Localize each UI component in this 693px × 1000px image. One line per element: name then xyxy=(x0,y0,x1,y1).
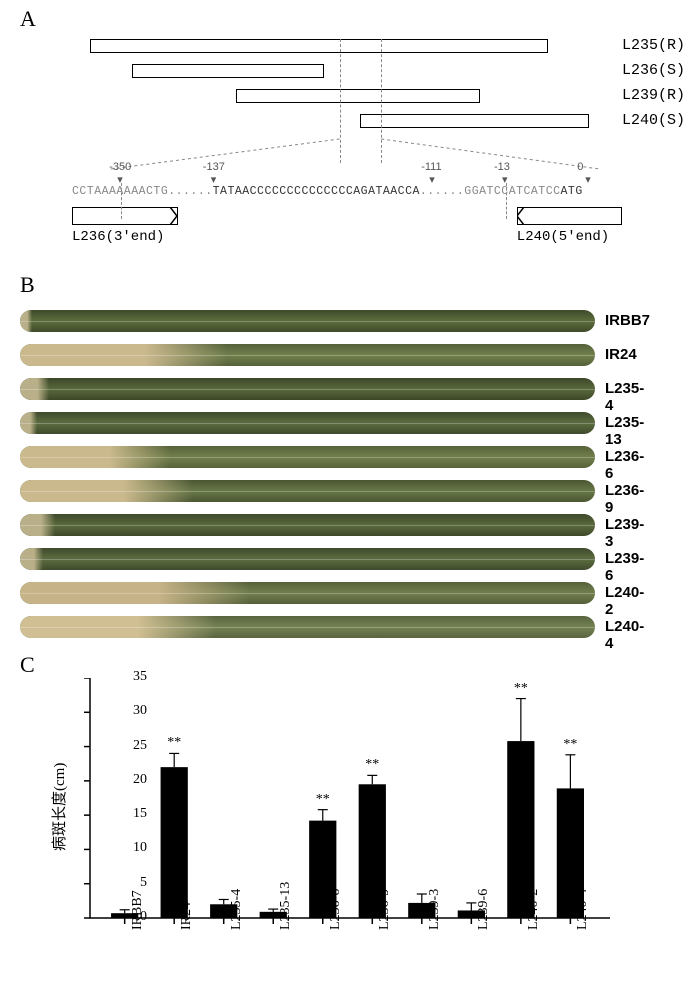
leaf-midrib xyxy=(20,525,595,526)
leaf-midrib xyxy=(20,491,595,492)
leaf-label: IRBB7 xyxy=(605,312,650,329)
leaf-row: IRBB7 xyxy=(20,306,595,340)
leaf-row: L235-13 xyxy=(20,408,595,442)
panel-c: 05101520253035病斑长度(cm)IRBB7IR24**L235-4L… xyxy=(20,660,673,990)
leaf-image xyxy=(20,582,595,604)
leaf-image xyxy=(20,548,595,570)
leaf-label: L240-2 xyxy=(605,584,644,618)
end-fragment-label: L240(5'end) xyxy=(517,229,609,245)
leaf-image xyxy=(20,480,595,502)
x-tick-label: IRBB7 xyxy=(130,890,146,930)
x-tick-label: L240-2 xyxy=(526,889,542,930)
x-tick-label: L236-9 xyxy=(377,889,393,930)
leaf-row: L239-6 xyxy=(20,544,595,578)
leaf-row: L236-6 xyxy=(20,442,595,476)
leaf-label: L235-13 xyxy=(605,414,644,448)
schematic-diagram: L235(R)L236(S)L239(R)L240(S)-350▾-137▾-1… xyxy=(90,35,610,135)
leaf-row: L240-2 xyxy=(20,578,595,612)
y-tick-label: 30 xyxy=(117,703,147,719)
leaf-label: L239-3 xyxy=(605,516,644,550)
dashed-guide xyxy=(121,183,122,219)
significance-marker: ** xyxy=(555,737,585,753)
leaf-image xyxy=(20,514,595,536)
leaf-label: L236-9 xyxy=(605,482,644,516)
x-tick-label: L239-6 xyxy=(476,889,492,930)
position-number: -111 xyxy=(421,161,441,173)
leaf-label: L240-4 xyxy=(605,618,644,652)
position-number: 0 xyxy=(577,161,583,173)
tick-mark-icon: ▾ xyxy=(585,173,591,186)
significance-marker: ** xyxy=(159,735,189,751)
leaf-row: IR24 xyxy=(20,340,595,374)
end-fragment-label: L236(3'end) xyxy=(72,229,164,245)
y-tick-label: 35 xyxy=(117,669,147,685)
leaf-image xyxy=(20,616,595,638)
leaf-label: IR24 xyxy=(605,346,637,363)
schematic-row-label: L239(R) xyxy=(622,87,685,104)
leaf-image xyxy=(20,310,595,332)
leaf-image xyxy=(20,378,595,400)
y-tick-label: 15 xyxy=(117,806,147,822)
bar xyxy=(161,767,188,918)
significance-marker: ** xyxy=(308,792,338,808)
x-tick-label: L239-3 xyxy=(427,889,443,930)
x-tick-label: L235-4 xyxy=(229,889,245,930)
end-fragment-box xyxy=(517,207,623,225)
end-fragment-box xyxy=(72,207,178,225)
leaf-midrib xyxy=(20,593,595,594)
significance-marker: ** xyxy=(357,757,387,773)
y-axis-title: 病斑长度(cm) xyxy=(48,762,69,850)
position-number: -13 xyxy=(494,161,510,173)
schematic-row-label: L236(S) xyxy=(622,62,685,79)
significance-marker: ** xyxy=(506,681,536,697)
leaf-midrib xyxy=(20,321,595,322)
bar-chart xyxy=(90,678,610,918)
x-tick-label: L235-13 xyxy=(278,882,294,930)
leaf-midrib xyxy=(20,389,595,390)
y-tick-label: 25 xyxy=(117,738,147,754)
y-tick-label: 10 xyxy=(117,840,147,856)
leaf-image xyxy=(20,344,595,366)
leaf-row: L235-4 xyxy=(20,374,595,408)
leaf-midrib xyxy=(20,457,595,458)
schematic-row-label: L240(S) xyxy=(622,112,685,129)
dashed-guide xyxy=(506,183,507,219)
x-tick-label: L236-6 xyxy=(328,889,344,930)
leaf-row: L239-3 xyxy=(20,510,595,544)
schematic-row-label: L235(R) xyxy=(622,37,685,54)
leaf-row: L236-9 xyxy=(20,476,595,510)
leaf-row: L240-4 xyxy=(20,612,595,646)
leaf-image xyxy=(20,446,595,468)
leaf-label: L235-4 xyxy=(605,380,644,414)
leaf-label: L236-6 xyxy=(605,448,644,482)
x-tick-label: L240-4 xyxy=(575,889,591,930)
y-tick-label: 20 xyxy=(117,772,147,788)
x-tick-label: IR24 xyxy=(179,902,195,930)
leaf-midrib xyxy=(20,355,595,356)
panel-b: IRBB7IR24L235-4L235-13L236-6L236-9L239-3… xyxy=(20,278,673,648)
panel-a: L235(R)L236(S)L239(R)L240(S)-350▾-137▾-1… xyxy=(20,10,673,260)
leaf-label: L239-6 xyxy=(605,550,644,584)
leaf-midrib xyxy=(20,559,595,560)
leaf-image-stack: IRBB7IR24L235-4L235-13L236-6L236-9L239-3… xyxy=(20,306,595,646)
position-number: -350 xyxy=(109,161,131,173)
y-tick-label: 5 xyxy=(117,875,147,891)
leaf-midrib xyxy=(20,627,595,628)
position-number: -137 xyxy=(203,161,225,173)
leaf-midrib xyxy=(20,423,595,424)
leaf-image xyxy=(20,412,595,434)
